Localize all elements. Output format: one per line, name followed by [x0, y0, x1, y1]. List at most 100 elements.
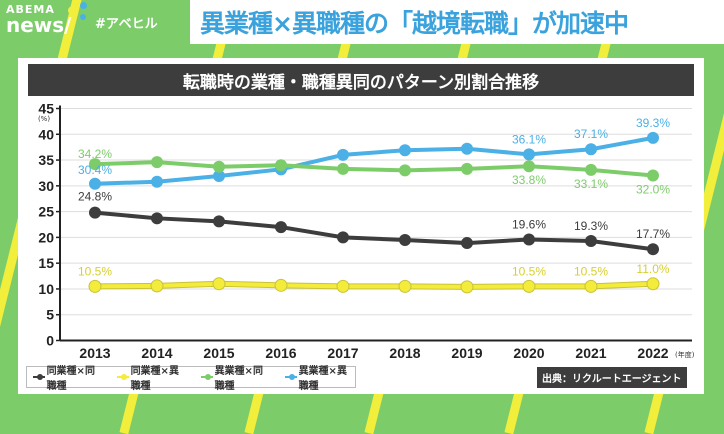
hashtag: #アベヒル — [95, 17, 158, 32]
data-label: 19.6% — [512, 217, 546, 231]
data-label: 17.7% — [636, 227, 670, 241]
data-label: 34.2% — [78, 147, 112, 161]
y-tick-label: 45 — [38, 101, 54, 117]
data-point — [461, 142, 473, 155]
data-point — [151, 212, 163, 225]
legend-marker-icon — [201, 373, 213, 381]
x-tick-label: 2015 — [203, 345, 234, 361]
data-label: 36.1% — [512, 132, 546, 146]
y-tick-label: 5 — [46, 307, 54, 323]
data-label: 10.5% — [512, 264, 546, 278]
data-point — [213, 160, 225, 173]
logo-sub: news/ — [6, 13, 72, 37]
legend-label: 異業種×同職種 — [214, 366, 263, 392]
abema-news-logo: ABEMA news/ — [6, 2, 87, 37]
data-point — [337, 148, 349, 161]
headline: 異業種×異職種の「越境転職」が加速中 — [190, 0, 724, 44]
data-point — [399, 164, 411, 177]
series-line — [94, 135, 654, 186]
legend-label: 同業種×同職種 — [46, 366, 95, 392]
logo-brand: ABEMA — [6, 3, 55, 16]
data-point — [274, 278, 288, 292]
legend: 同業種×同職種 同業種×異職種 異業種×同職種 異業種×異職種 — [26, 366, 356, 392]
data-point — [150, 279, 164, 293]
x-tick-label: 2020 — [513, 345, 544, 361]
data-point — [212, 277, 226, 291]
data-point — [399, 233, 411, 246]
data-point — [585, 143, 597, 156]
y-tick-label: 15 — [38, 255, 54, 271]
data-point — [275, 159, 287, 172]
data-point — [336, 279, 350, 293]
data-point — [275, 221, 287, 234]
source-label: 出典：リクルートエージェント — [537, 367, 687, 388]
x-axis-unit: (年度) — [675, 350, 695, 359]
legend-item: 異業種×異職種 — [285, 362, 355, 392]
data-point — [399, 144, 411, 157]
data-point — [646, 277, 660, 291]
data-point — [647, 169, 659, 182]
data-label: 24.8% — [78, 190, 112, 204]
data-point — [460, 280, 474, 294]
data-point — [647, 243, 659, 256]
data-point — [523, 233, 535, 246]
data-point — [523, 160, 535, 173]
legend-label: 異業種×異職種 — [298, 366, 347, 392]
data-label: 10.5% — [574, 264, 608, 278]
y-tick-label: 0 — [46, 333, 54, 349]
legend-item: 異業種×同職種 — [201, 362, 271, 392]
data-label: 33.8% — [512, 173, 546, 187]
data-label: 30.4% — [78, 163, 112, 177]
data-label: 37.1% — [574, 127, 608, 141]
data-point — [461, 237, 473, 250]
data-point — [461, 162, 473, 175]
x-tick-label: 2014 — [141, 345, 172, 361]
data-point — [337, 162, 349, 175]
x-tick-label: 2021 — [575, 345, 606, 361]
data-point — [647, 131, 659, 144]
data-point — [398, 279, 412, 293]
legend-label: 同業種×異職種 — [130, 366, 179, 392]
data-point — [151, 175, 163, 188]
data-point — [337, 231, 349, 244]
x-tick-label: 2019 — [451, 345, 482, 361]
data-point — [89, 158, 101, 171]
data-label: 11.0% — [636, 262, 669, 276]
data-point — [522, 279, 536, 293]
x-tick-label: 2017 — [327, 345, 358, 361]
data-point — [89, 177, 101, 190]
chart-title: 転職時の業種・職種異同のパターン別割合推移 — [28, 64, 694, 96]
data-point — [584, 279, 598, 293]
data-point — [151, 156, 163, 169]
data-point — [213, 170, 225, 183]
series-line — [94, 160, 654, 178]
x-tick-label: 2018 — [389, 345, 420, 361]
data-label: 19.3% — [574, 219, 608, 233]
data-label: 10.5% — [78, 264, 112, 278]
data-point — [89, 206, 101, 219]
data-label: 39.3% — [636, 116, 670, 130]
series-line — [94, 281, 654, 289]
y-tick-label: 30 — [38, 178, 54, 194]
y-tick-label: 20 — [38, 229, 54, 245]
y-tick-label: 40 — [38, 126, 54, 142]
data-point — [213, 215, 225, 228]
legend-marker-icon — [33, 373, 45, 381]
data-point — [523, 148, 535, 161]
data-point — [585, 163, 597, 176]
series-line — [94, 210, 654, 252]
legend-marker-icon — [117, 373, 129, 381]
x-tick-label: 2013 — [79, 345, 110, 361]
y-axis-unit: (%) — [38, 115, 50, 123]
data-point — [585, 234, 597, 247]
legend-item: 同業種×同職種 — [33, 362, 103, 392]
legend-item: 同業種×異職種 — [117, 362, 187, 392]
x-tick-label: 2022 — [637, 345, 668, 361]
data-point — [88, 279, 102, 293]
y-tick-label: 25 — [38, 204, 54, 220]
y-tick-label: 35 — [38, 152, 54, 168]
data-label: 32.0% — [636, 183, 670, 197]
x-tick-label: 2016 — [265, 345, 296, 361]
data-label: 33.1% — [574, 177, 608, 191]
legend-marker-icon — [285, 373, 297, 381]
